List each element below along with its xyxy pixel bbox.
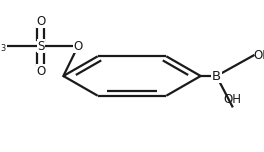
Text: O: O (36, 15, 46, 28)
Text: OH: OH (223, 93, 241, 106)
Text: O: O (36, 65, 46, 78)
Text: O: O (73, 40, 83, 53)
Text: CH$_3$: CH$_3$ (0, 39, 7, 54)
Text: S: S (37, 40, 45, 53)
Text: OH: OH (253, 49, 264, 62)
Text: B: B (212, 69, 221, 83)
